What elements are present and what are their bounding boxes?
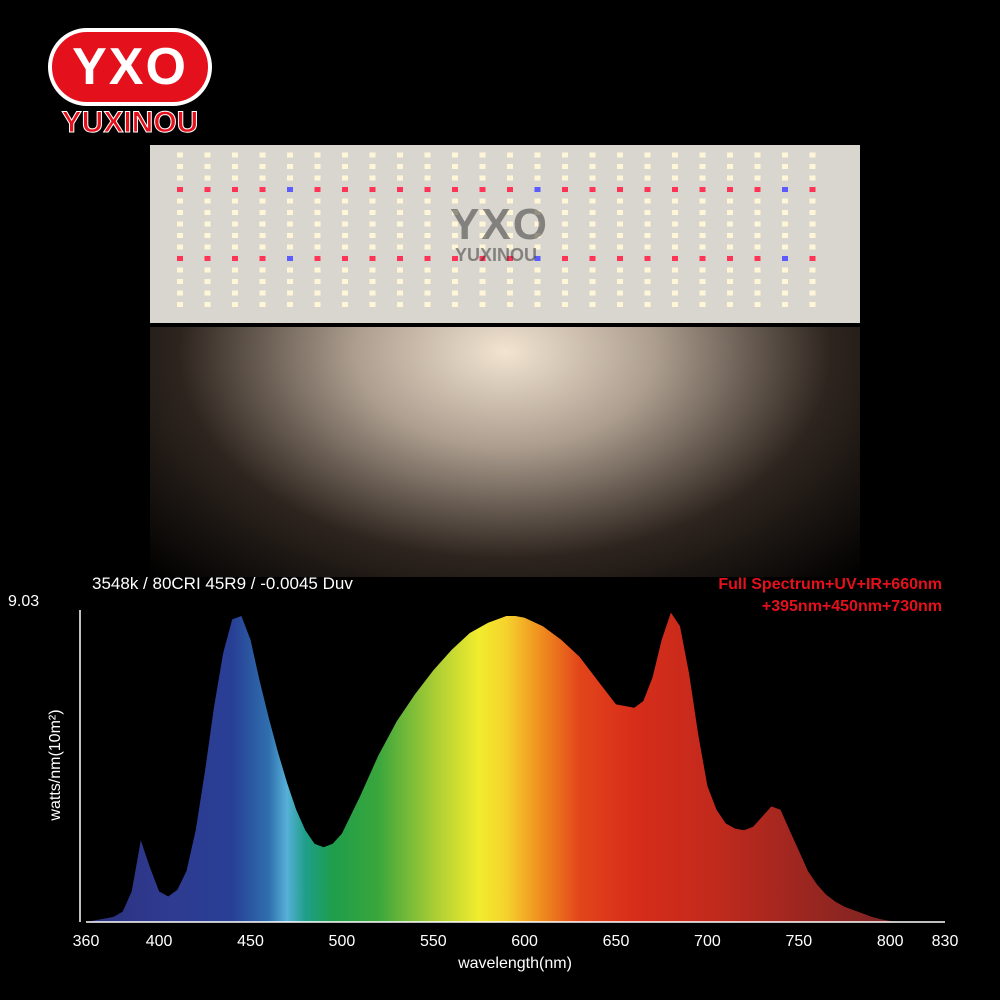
x-tick-label: 700 (694, 933, 721, 950)
spectrum-area (86, 612, 900, 922)
x-tick-label: 550 (420, 933, 447, 950)
x-tick-label: 750 (785, 933, 812, 950)
x-tick-label: 800 (877, 933, 904, 950)
x-tick-label: 450 (237, 933, 264, 950)
product-photo: YXO YUXINOU (150, 145, 860, 585)
brand-logo: YXO YUXINOU (40, 28, 220, 140)
spectrum-chart: 360 400 450 500 550 600 650 700 750 800 830 9.03 w… (8, 593, 959, 972)
logo-text: YUXINOU (61, 106, 199, 140)
x-tick-labels: 360 400 450 500 550 600 650 700 750 800 830 (73, 933, 959, 950)
x-tick-label: 400 (146, 933, 173, 950)
y-max-label: 9.03 (8, 593, 39, 610)
panel-watermark-sub: YUXINOU (455, 245, 538, 265)
spectrum-title-line-1: Full Spectrum+UV+IR+660nm (718, 576, 942, 593)
x-tick-label: 500 (329, 933, 356, 950)
logo-mark: YXO (72, 38, 188, 96)
x-tick-label: 360 (73, 933, 100, 950)
spectrum-title: Full Spectrum+UV+IR+660nm +395nm+450nm+7… (562, 574, 942, 618)
led-array (177, 152, 816, 307)
spec-label: 3548k / 80CRI 45R9 / -0.0045 Duv (92, 574, 353, 593)
light-reflection (150, 327, 860, 577)
spectrum-title-line-2: +395nm+450nm+730nm (761, 598, 942, 615)
y-axis-label: watts/nm(10m²) (47, 709, 64, 821)
logo-badge: YXO (48, 28, 212, 106)
x-tick-label: 600 (511, 933, 538, 950)
x-tick-label: 830 (932, 933, 959, 950)
led-board: YXO YUXINOU (150, 145, 860, 323)
x-axis-label: wavelength(nm) (457, 955, 572, 972)
panel-watermark: YXO (450, 200, 549, 249)
x-tick-label: 650 (603, 933, 630, 950)
